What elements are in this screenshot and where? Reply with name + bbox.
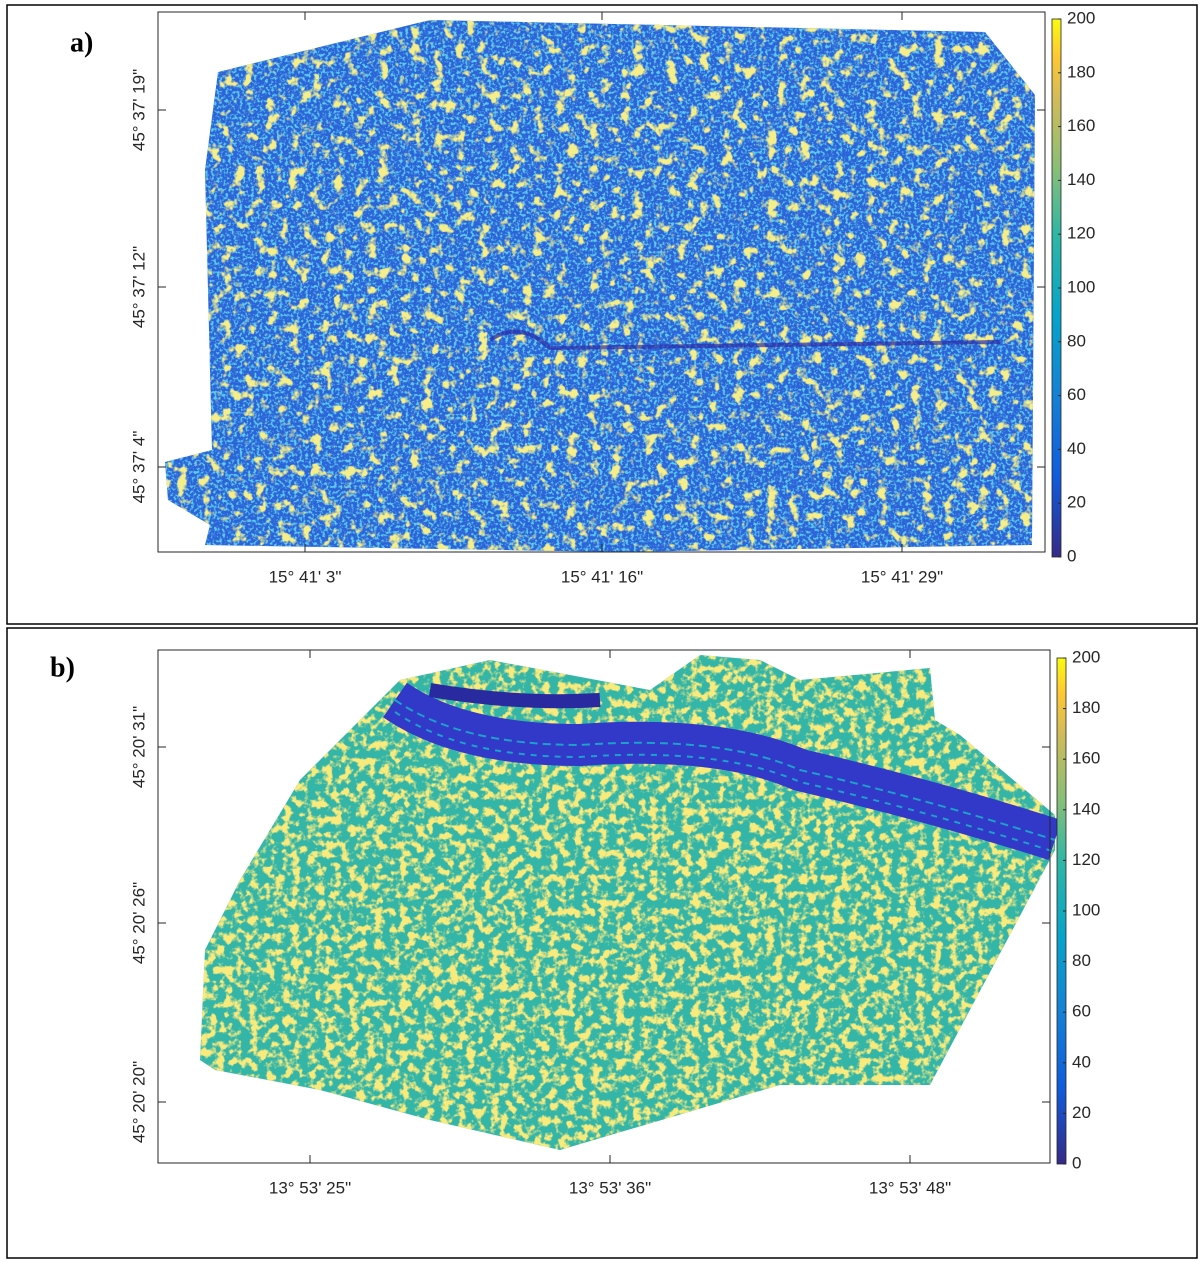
x-tick-label: 13° 53' 25"	[269, 1178, 351, 1197]
x-tick-label: 13° 53' 48"	[869, 1178, 951, 1197]
y-tick-label: 45° 37' 19"	[129, 69, 148, 151]
colorbar-tick-label: 0	[1072, 1153, 1081, 1172]
x-tick-label: 15° 41' 29"	[861, 567, 943, 586]
colorbar-tick-label: 20	[1067, 493, 1086, 512]
map-raster	[200, 655, 1062, 1150]
colorbar-tick-label: 200	[1067, 8, 1095, 27]
colorbar-tick-label: 200	[1072, 647, 1100, 666]
colorbar-tick-label: 160	[1067, 116, 1095, 135]
panel-frame	[6, 627, 1198, 1259]
y-tick-label: 45° 20' 26"	[129, 882, 148, 964]
map-raster	[165, 20, 1035, 552]
panel-label: a)	[70, 27, 93, 58]
colorbar-tick-label: 80	[1072, 951, 1091, 970]
colorbar-tick-label: 80	[1067, 331, 1086, 350]
colorbar-tick-label: 40	[1067, 439, 1086, 458]
colorbar-tick-label: 120	[1072, 850, 1100, 869]
colorbar-tick-label: 20	[1072, 1103, 1091, 1122]
x-tick-label: 13° 53' 36"	[569, 1178, 651, 1197]
colorbar-tick-label: 100	[1067, 277, 1095, 296]
colorbar-tick-label: 60	[1072, 1002, 1091, 1021]
colorbar-tick-label: 100	[1072, 900, 1100, 919]
colorbar-tick-label: 140	[1072, 799, 1100, 818]
colorbar-tick-label: 40	[1072, 1052, 1091, 1071]
colorbar-tick-label: 140	[1067, 170, 1095, 189]
y-tick-label: 45° 20' 31"	[129, 706, 148, 788]
colorbar-tick-label: 0	[1067, 546, 1076, 565]
x-tick-label: 15° 41' 3"	[269, 567, 342, 586]
y-tick-label: 45° 20' 20"	[129, 1061, 148, 1143]
colorbar-tick-label: 180	[1067, 62, 1095, 81]
panel-label: b)	[50, 652, 75, 683]
colorbar-tick-label: 180	[1072, 698, 1100, 717]
colorbar-tick-label: 160	[1072, 749, 1100, 768]
colorbar-tick-label: 60	[1067, 385, 1086, 404]
colorbar-tick-label: 120	[1067, 224, 1095, 243]
y-tick-label: 45° 37' 12"	[129, 246, 148, 328]
panel-frame	[6, 4, 1198, 625]
x-tick-label: 15° 41' 16"	[561, 567, 643, 586]
axes-box	[157, 649, 1051, 1164]
y-tick-label: 45° 37' 4"	[129, 431, 148, 504]
